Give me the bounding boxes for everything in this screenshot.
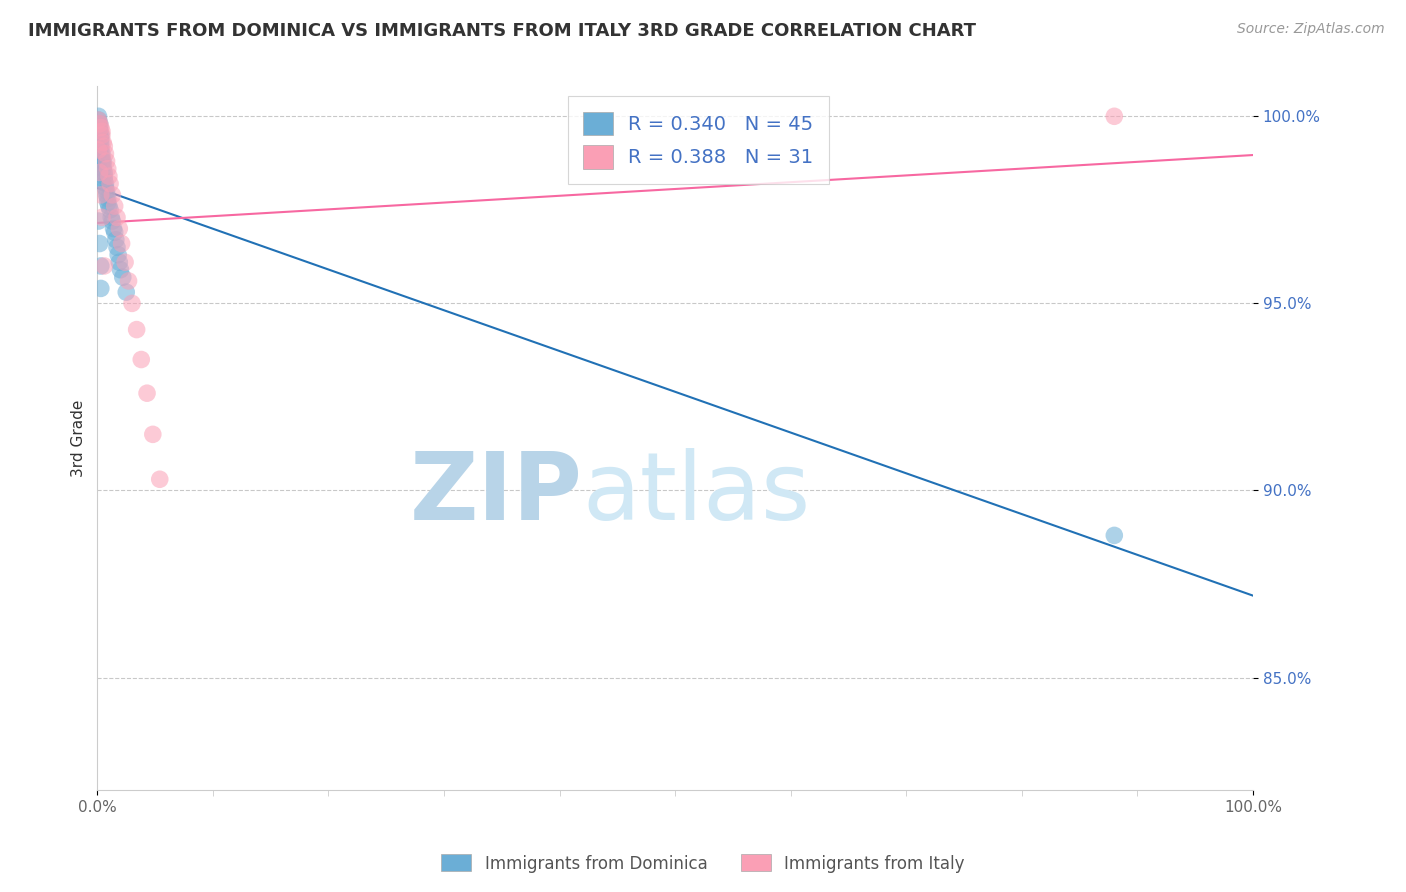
Point [1104,109,1126,123]
Point [108,221,131,235]
Point [1104,528,1126,542]
Point [89,117,111,131]
Point [111,236,134,251]
Point [97,161,120,176]
Y-axis label: 3rd Grade: 3rd Grade [72,400,86,477]
Point [107,248,129,262]
Point [96,184,118,198]
Point [91,154,114,169]
Point [105,240,128,254]
Point [129,352,152,367]
Text: atlas: atlas [582,449,811,541]
Point [89,117,111,131]
Point [121,296,143,310]
Point [93,169,115,183]
Point [90,128,112,142]
Text: Source: ZipAtlas.com: Source: ZipAtlas.com [1237,22,1385,37]
Point [90,120,112,135]
Point [91,128,114,142]
Point [110,262,132,277]
Point [97,199,120,213]
Point [97,169,120,183]
Point [96,154,118,169]
Point [90,187,112,202]
Point [91,211,114,225]
Point [87,143,110,157]
Point [93,139,115,153]
Legend: R = 0.340   N = 45, R = 0.388   N = 31: R = 0.340 N = 45, R = 0.388 N = 31 [568,96,828,185]
Point [101,187,124,202]
Point [93,259,115,273]
Point [89,236,111,251]
Point [91,158,114,172]
Point [91,151,114,165]
Point [90,136,112,150]
Point [136,386,159,401]
Point [89,128,111,142]
Point [89,124,111,138]
Point [104,233,127,247]
Point [97,195,120,210]
Point [142,427,165,442]
Point [90,139,112,153]
Point [115,285,138,300]
Point [117,274,139,288]
Point [94,146,117,161]
Point [111,270,134,285]
Point [87,117,110,131]
Point [98,177,121,191]
Point [89,120,111,135]
Point [103,221,125,235]
Point [87,113,110,128]
Point [93,165,115,179]
Point [91,146,114,161]
Point [91,124,114,138]
Point [96,187,118,202]
Point [125,322,148,336]
Point [90,132,112,146]
Point [97,192,120,206]
Point [105,211,128,225]
Point [91,154,114,169]
Point [108,255,131,269]
Text: ZIP: ZIP [409,449,582,541]
Point [91,161,114,176]
Legend: Immigrants from Dominica, Immigrants from Italy: Immigrants from Dominica, Immigrants fro… [434,847,972,880]
Point [149,472,172,486]
Point [87,113,110,128]
Point [87,214,110,228]
Point [94,180,117,194]
Point [89,165,111,179]
Point [87,109,110,123]
Point [94,177,117,191]
Point [101,214,124,228]
Point [104,225,127,239]
Point [100,211,122,225]
Point [90,281,112,295]
Point [93,173,115,187]
Point [91,136,114,150]
Point [90,259,112,273]
Point [98,202,121,217]
Point [114,255,136,269]
Point [104,199,127,213]
Point [90,143,112,157]
Text: IMMIGRANTS FROM DOMINICA VS IMMIGRANTS FROM ITALY 3RD GRADE CORRELATION CHART: IMMIGRANTS FROM DOMINICA VS IMMIGRANTS F… [28,22,976,40]
